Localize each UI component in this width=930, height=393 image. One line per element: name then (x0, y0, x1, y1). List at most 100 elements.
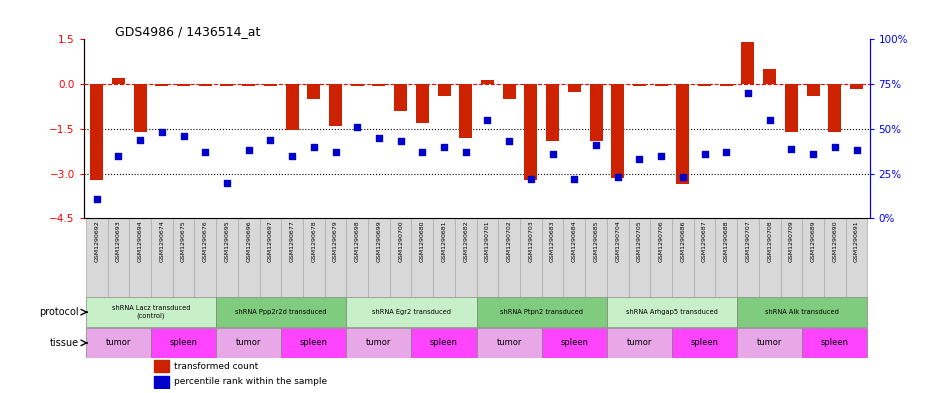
Text: GSM1290698: GSM1290698 (354, 221, 360, 263)
Point (675, 174, 690, 180)
FancyBboxPatch shape (346, 298, 476, 327)
Point (219, 180, 234, 186)
Text: shRNA Egr2 transduced: shRNA Egr2 transduced (372, 309, 451, 315)
Text: GSM1290685: GSM1290685 (593, 221, 599, 262)
FancyBboxPatch shape (542, 328, 607, 358)
Bar (307, 84, 320, 99)
Text: GSM1290681: GSM1290681 (442, 221, 446, 262)
FancyBboxPatch shape (607, 298, 737, 327)
Point (740, 90, 755, 96)
Bar (785, 84, 798, 132)
Point (480, 117, 495, 123)
Point (111, 152, 126, 159)
Bar (633, 84, 646, 86)
Point (458, 149, 473, 155)
Text: GSM1290691: GSM1290691 (854, 221, 859, 263)
Text: GSM1290678: GSM1290678 (312, 221, 316, 263)
Text: spleen: spleen (821, 338, 849, 347)
Point (828, 143, 843, 150)
Point (133, 136, 148, 143)
FancyBboxPatch shape (759, 219, 780, 297)
FancyBboxPatch shape (86, 219, 108, 297)
Text: tumor: tumor (497, 338, 522, 347)
Bar (112, 77, 125, 84)
FancyBboxPatch shape (194, 219, 216, 297)
Text: GSM1290676: GSM1290676 (203, 221, 207, 263)
Point (698, 151, 712, 157)
Text: GSM1290683: GSM1290683 (551, 221, 555, 263)
Bar (220, 84, 233, 86)
Text: percentile rank within the sample: percentile rank within the sample (174, 377, 327, 386)
FancyBboxPatch shape (151, 219, 173, 297)
FancyBboxPatch shape (86, 298, 216, 327)
Point (784, 145, 799, 152)
Point (589, 142, 604, 148)
Bar (764, 69, 777, 84)
Text: GSM1290704: GSM1290704 (616, 221, 620, 263)
FancyBboxPatch shape (173, 219, 194, 297)
Text: GSM1290686: GSM1290686 (681, 221, 685, 262)
Text: GSM1290699: GSM1290699 (377, 221, 381, 263)
Point (415, 149, 430, 155)
Bar (741, 42, 754, 84)
FancyBboxPatch shape (715, 219, 737, 297)
FancyBboxPatch shape (411, 219, 433, 297)
FancyBboxPatch shape (325, 219, 346, 297)
Point (306, 143, 321, 150)
Bar (394, 84, 407, 111)
Bar (372, 84, 385, 86)
Bar (90, 84, 103, 180)
Text: GSM1290700: GSM1290700 (398, 221, 403, 263)
Text: tissue: tissue (50, 338, 79, 348)
FancyBboxPatch shape (650, 219, 672, 297)
Bar (351, 84, 364, 86)
FancyBboxPatch shape (737, 328, 803, 358)
Bar (698, 84, 711, 86)
Text: shRNA Lacz transduced
(control): shRNA Lacz transduced (control) (112, 305, 191, 319)
Bar (590, 84, 603, 141)
Bar (481, 81, 494, 84)
Text: GSM1290705: GSM1290705 (637, 221, 642, 263)
FancyBboxPatch shape (281, 328, 346, 358)
Text: GSM1290703: GSM1290703 (528, 221, 534, 263)
Text: GSM1290680: GSM1290680 (419, 221, 425, 262)
Point (263, 136, 278, 143)
Point (393, 138, 408, 145)
FancyBboxPatch shape (476, 219, 498, 297)
Bar (437, 84, 450, 96)
FancyBboxPatch shape (476, 298, 607, 327)
FancyBboxPatch shape (607, 328, 672, 358)
Point (371, 135, 386, 141)
FancyBboxPatch shape (803, 219, 824, 297)
FancyBboxPatch shape (433, 219, 455, 297)
FancyBboxPatch shape (259, 219, 281, 297)
Text: spleen: spleen (560, 338, 589, 347)
Point (198, 149, 213, 155)
Point (176, 133, 191, 139)
FancyBboxPatch shape (86, 328, 151, 358)
Text: GSM1290695: GSM1290695 (224, 221, 230, 263)
Bar (655, 84, 668, 86)
Bar (155, 84, 168, 86)
Text: spleen: spleen (430, 338, 458, 347)
Text: shRNA Ppp2r2d transduced: shRNA Ppp2r2d transduced (235, 309, 327, 315)
Bar (154, 360, 168, 372)
Point (719, 149, 734, 155)
Text: spleen: spleen (169, 338, 197, 347)
Text: shRNA Arhgap5 transduced: shRNA Arhgap5 transduced (626, 309, 718, 315)
Bar (850, 84, 863, 88)
Text: GSM1290697: GSM1290697 (268, 221, 272, 263)
Text: tumor: tumor (757, 338, 782, 347)
Text: GSM1290690: GSM1290690 (832, 221, 837, 263)
Text: GSM1290684: GSM1290684 (572, 221, 577, 263)
Point (763, 117, 777, 123)
FancyBboxPatch shape (346, 219, 368, 297)
Text: transformed count: transformed count (174, 362, 259, 371)
FancyBboxPatch shape (629, 219, 650, 297)
Point (567, 176, 582, 182)
Bar (286, 84, 299, 130)
Text: spleen: spleen (299, 338, 327, 347)
Text: GSM1290679: GSM1290679 (333, 221, 338, 263)
Point (285, 152, 299, 159)
FancyBboxPatch shape (390, 219, 411, 297)
